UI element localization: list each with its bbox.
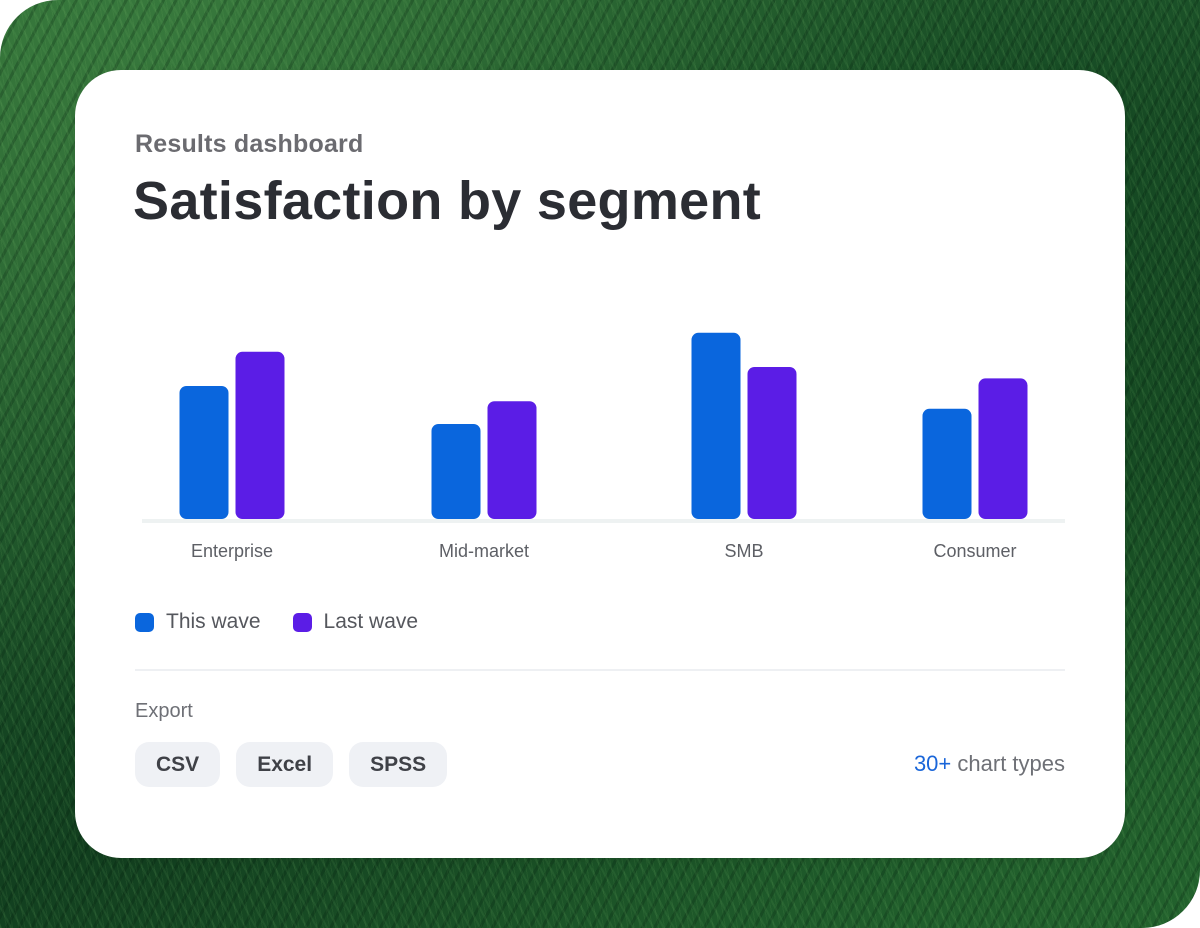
x-tick-label: SMB bbox=[724, 541, 763, 561]
export-format-chips: CSV Excel SPSS bbox=[135, 742, 448, 787]
x-tick-label: Mid-market bbox=[439, 541, 529, 561]
bar-chart: Enterprise Mid-market SMB Consumer bbox=[142, 332, 1065, 561]
dashboard-card: Results dashboard Satisfaction by segmen… bbox=[75, 70, 1125, 858]
export-excel-button[interactable]: Excel bbox=[236, 742, 334, 787]
bar-mid-market-last-wave bbox=[487, 401, 537, 519]
bar-enterprise-last-wave bbox=[235, 351, 285, 519]
x-tick-label: Consumer bbox=[933, 541, 1016, 561]
chart-types-label: chart types bbox=[957, 751, 1065, 776]
legend-label-this-wave: This wave bbox=[166, 610, 261, 633]
legend-item-this-wave: This wave bbox=[135, 610, 261, 634]
chart-legend: This wave Last wave bbox=[135, 610, 418, 634]
legend-label-last-wave: Last wave bbox=[323, 610, 419, 633]
chart-types-count: 30+ bbox=[913, 751, 952, 776]
bar-mid-market-this-wave bbox=[431, 424, 481, 519]
eyebrow-label: Results dashboard bbox=[135, 130, 364, 158]
legend-item-last-wave: Last wave bbox=[292, 610, 419, 634]
chart-baseline bbox=[142, 519, 1065, 523]
export-label: Export bbox=[135, 700, 193, 722]
bar-smb-last-wave bbox=[747, 367, 797, 519]
x-tick-label: Enterprise bbox=[191, 541, 273, 561]
export-spss-button[interactable]: SPSS bbox=[349, 742, 448, 787]
bar-smb-this-wave bbox=[691, 332, 741, 519]
page-title: Satisfaction by segment bbox=[133, 171, 762, 231]
bar-consumer-last-wave bbox=[978, 378, 1028, 519]
bar-consumer-this-wave bbox=[922, 408, 972, 519]
divider bbox=[135, 669, 1065, 671]
bar-enterprise-this-wave bbox=[179, 386, 229, 519]
export-csv-button[interactable]: CSV bbox=[135, 742, 221, 787]
legend-swatch-last-wave bbox=[292, 612, 312, 632]
chart-types-note: 30+ chart types bbox=[914, 751, 1065, 777]
legend-swatch-this-wave bbox=[135, 612, 154, 632]
